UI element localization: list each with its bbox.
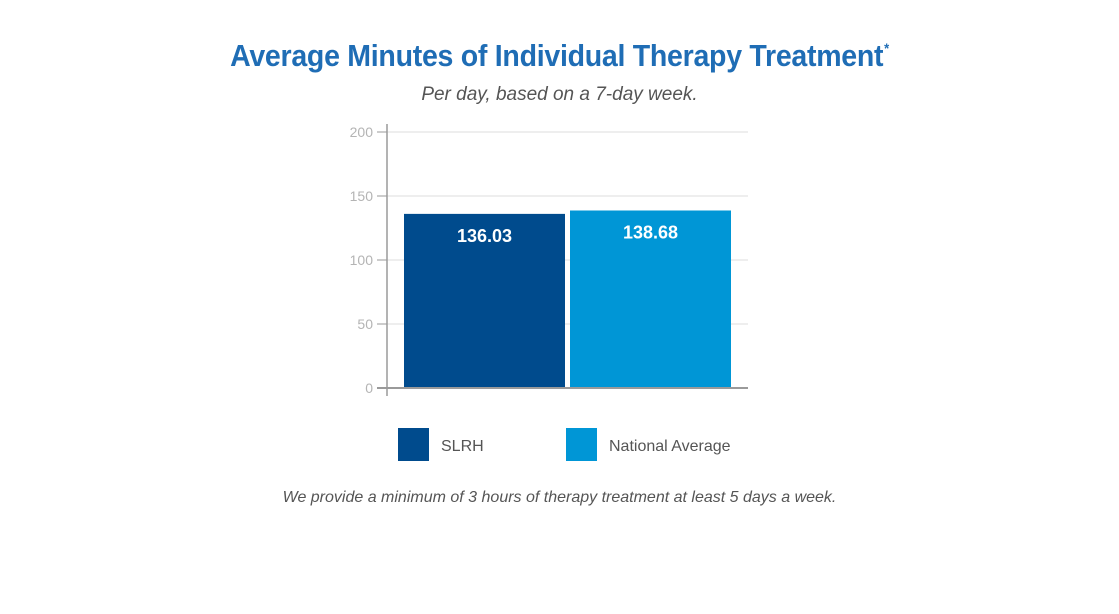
legend-label-slrh: SLRH xyxy=(441,438,484,455)
y-tick-label-0: 0 xyxy=(365,380,373,396)
bar-label-national-average: 138.68 xyxy=(623,222,678,242)
legend-swatch-slrh xyxy=(398,428,429,461)
chart-subtitle: Per day, based on a 7-day week. xyxy=(421,84,698,105)
bar-label-slrh: 136.03 xyxy=(457,226,512,246)
chart-title-text: Average Minutes of Individual Therapy Tr… xyxy=(230,38,884,73)
y-tick-label-50: 50 xyxy=(357,316,373,332)
y-tick-label-100: 100 xyxy=(350,252,374,268)
bar-national-average xyxy=(570,210,731,388)
y-tick-label-150: 150 xyxy=(350,188,374,204)
y-tick-label-200: 200 xyxy=(350,124,374,140)
chart-footnote: We provide a minimum of 3 hours of thera… xyxy=(282,489,837,506)
chart-title: Average Minutes of Individual Therapy Tr… xyxy=(45,38,1074,74)
legend-swatch-national-average xyxy=(566,428,597,461)
title-asterisk: * xyxy=(884,40,889,56)
bar-slrh xyxy=(404,213,565,388)
legend-label-national-average: National Average xyxy=(609,438,731,455)
